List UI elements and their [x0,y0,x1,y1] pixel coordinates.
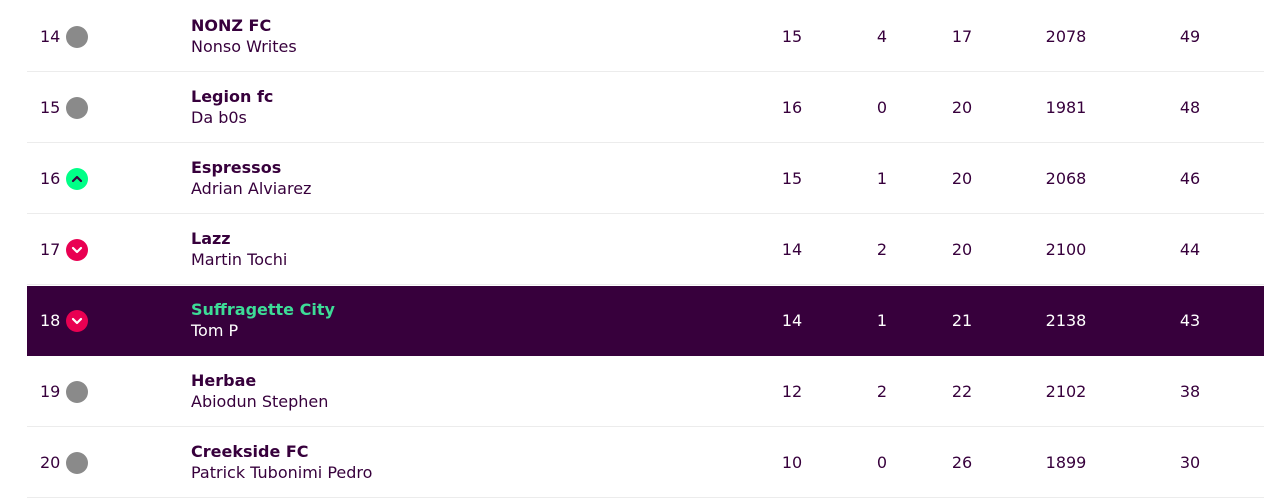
team-name: Herbae [191,371,257,390]
rank: 15 [40,98,61,117]
stat: 16 [781,98,803,117]
rank: 20 [40,453,61,472]
stat: 30 [1179,453,1201,472]
table-row: 15 Legion fc Da b0s 16 0 20 1981 48 [27,73,1264,143]
movement-icon [66,310,88,332]
stat: 26 [951,453,973,472]
manager-name: Tom P [191,321,239,340]
manager-name: Adrian Alviarez [191,179,312,198]
stat: 20 [951,240,973,259]
stat: 1 [876,169,888,188]
manager-name: Patrick Tubonimi Pedro [191,463,373,482]
rank: 16 [40,169,61,188]
stat: 2100 [1045,240,1087,259]
stat: 2078 [1045,27,1087,46]
stat: 2138 [1045,311,1087,330]
table-row: 14 NONZ FC Nonso Writes 15 4 17 2078 49 [27,2,1264,72]
table-row: 18 Suffragette City Tom P 14 1 21 2138 43 [27,286,1264,356]
stat: 12 [781,382,803,401]
stat: 2 [876,382,888,401]
stat: 1 [876,311,888,330]
stat: 10 [781,453,803,472]
stat: 0 [876,98,888,117]
movement-icon [66,97,88,119]
team-name: Legion fc [191,87,274,106]
stat: 49 [1179,27,1201,46]
movement-icon [66,26,88,48]
stat: 1981 [1045,98,1087,117]
stat: 2 [876,240,888,259]
stat: 48 [1179,98,1201,117]
rank: 14 [40,27,61,46]
manager-name: Da b0s [191,108,247,127]
stat: 22 [951,382,973,401]
table-row: 16 Espressos Adrian Alviarez 15 1 20 2068 46 [27,144,1264,214]
rank: 17 [40,240,61,259]
movement-icon [66,239,88,261]
manager-name: Martin Tochi [191,250,288,269]
manager-name: Abiodun Stephen [191,392,329,411]
team-name: Suffragette City [191,300,335,319]
stat: 20 [951,169,973,188]
stat: 14 [781,311,803,330]
stat: 44 [1179,240,1201,259]
table-row: 20 Creekside FC Patrick Tubonimi Pedro 10 0 2… [27,428,1264,498]
movement-icon [66,452,88,474]
team-name: NONZ FC [191,16,272,35]
stat: 2102 [1045,382,1087,401]
stat: 21 [951,311,973,330]
stat: 20 [951,98,973,117]
stat: 2068 [1045,169,1087,188]
stat: 0 [876,453,888,472]
stat: 1899 [1045,453,1087,472]
table-row: 17 Lazz Martin Tochi 14 2 20 2100 44 [27,215,1264,285]
table-row: 19 Herbae Abiodun Stephen 12 2 22 2102 38 [27,357,1264,427]
movement-icon [66,381,88,403]
stat: 15 [781,27,803,46]
rank: 19 [40,382,61,401]
movement-icon [66,168,88,190]
team-name: Espressos [191,158,282,177]
stat: 15 [781,169,803,188]
stat: 38 [1179,382,1201,401]
manager-name: Nonso Writes [191,37,297,56]
team-name: Creekside FC [191,442,309,461]
rank: 18 [40,311,61,330]
team-name: Lazz [191,229,231,248]
stat: 46 [1179,169,1201,188]
stat: 43 [1179,311,1201,330]
stat: 14 [781,240,803,259]
stat: 17 [951,27,973,46]
stat: 4 [876,27,888,46]
